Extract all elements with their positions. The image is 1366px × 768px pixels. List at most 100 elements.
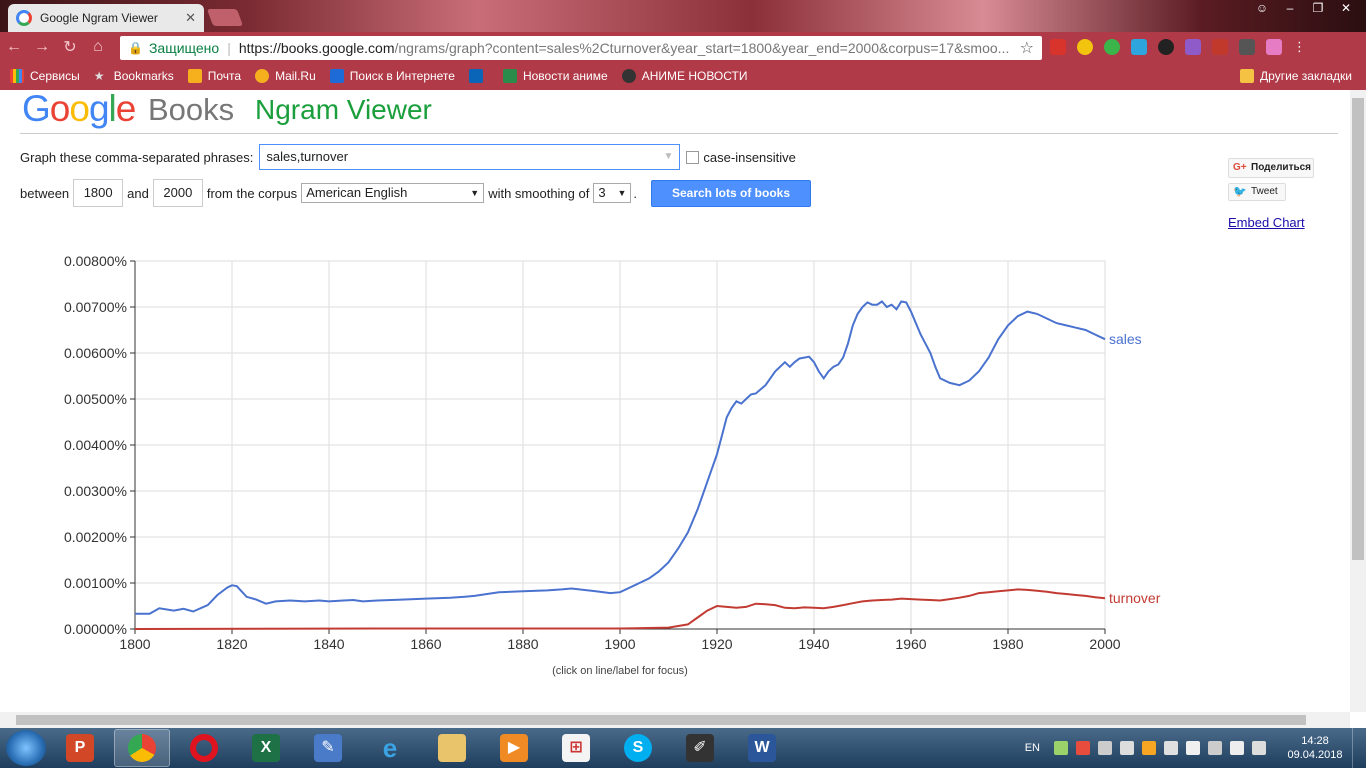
header-divider <box>20 133 1338 134</box>
taskbar-notes[interactable]: ✐ <box>672 729 728 767</box>
network-icon[interactable] <box>1230 741 1244 755</box>
language-indicator[interactable]: EN <box>1024 742 1040 754</box>
taskbar-ie[interactable]: e <box>362 729 418 767</box>
address-bar[interactable]: 🔒 Защищено | https://books.google.com /n… <box>120 36 1042 60</box>
minimize-icon[interactable]: – <box>1286 1 1294 15</box>
google-logo[interactable]: Google <box>22 90 136 130</box>
series-label-sales[interactable]: sales <box>1109 331 1142 347</box>
extension-icon[interactable] <box>1266 39 1282 55</box>
x-tick-label: 1920 <box>701 636 732 652</box>
tray-icon[interactable] <box>1164 741 1178 755</box>
extension-icon[interactable] <box>1050 39 1066 55</box>
extension-icon[interactable] <box>1077 39 1093 55</box>
start-button[interactable] <box>6 730 46 766</box>
taskbar-skype[interactable]: S <box>610 729 666 767</box>
system-tray: EN 14:28 09.04.2018 <box>1025 728 1366 768</box>
chart-grid <box>134 260 1106 630</box>
chart-series: sales turnover <box>134 300 1161 630</box>
new-tab-button[interactable] <box>206 9 244 26</box>
taskbar-chrome[interactable] <box>114 729 170 767</box>
taskbar-calculator[interactable]: ⊞ <box>548 729 604 767</box>
scrollbar-thumb[interactable] <box>1352 98 1364 560</box>
bookmark-star-icon[interactable]: ☆ <box>1019 40 1034 57</box>
other-bookmarks[interactable]: Другие закладки <box>1240 69 1352 83</box>
vertical-scrollbar[interactable] <box>1350 90 1366 712</box>
share-button[interactable]: G+ Поделиться <box>1228 158 1314 178</box>
extension-icon[interactable] <box>1239 39 1255 55</box>
tab-close-icon[interactable]: ✕ <box>185 10 196 25</box>
x-tick-label: 1960 <box>895 636 926 652</box>
taskbar-powerpoint[interactable]: P <box>52 729 108 767</box>
taskbar-explorer[interactable] <box>424 729 480 767</box>
smoothing-select[interactable]: 3 ▼ <box>593 183 632 203</box>
folder-icon <box>438 734 466 762</box>
paint-icon: ✎ <box>314 734 342 762</box>
browser-tab[interactable]: Google Ngram Viewer ✕ <box>8 4 204 32</box>
taskbar-media-player[interactable]: ▶ <box>486 729 542 767</box>
back-icon[interactable]: ← <box>6 38 22 55</box>
tray-icon[interactable] <box>1186 741 1200 755</box>
bookmark-outlook[interactable] <box>468 69 489 83</box>
bookmark-bookmarks[interactable]: ★ Bookmarks <box>94 69 174 83</box>
system-clock[interactable]: 14:28 09.04.2018 <box>1278 734 1352 762</box>
taskbar-word[interactable]: W <box>734 729 790 767</box>
series-label-turnover[interactable]: turnover <box>1109 590 1161 606</box>
phrases-input[interactable]: sales,turnover ▼ <box>259 144 681 170</box>
x-tick-label: 1940 <box>798 636 829 652</box>
extension-icon[interactable] <box>1185 39 1201 55</box>
y-tick-label: 0.00300% <box>64 483 127 499</box>
smoothing-value: 3 <box>598 185 606 200</box>
x-tick-label: 1820 <box>216 636 247 652</box>
lock-icon: 🔒 <box>128 41 143 55</box>
ngram-chart[interactable]: 0.00000% 0.00100% 0.00200% 0.00300% 0.00400%… <box>0 240 1200 690</box>
tray-icon[interactable] <box>1142 741 1156 755</box>
bookmark-anime-news-2[interactable]: АНИМЕ НОВОСТИ <box>621 69 747 83</box>
bookmark-label: Mail.Ru <box>275 69 316 83</box>
year-end-input[interactable]: 2000 <box>152 179 203 207</box>
home-icon[interactable]: ⌂ <box>93 38 103 55</box>
x-tick-label: 1860 <box>410 636 441 652</box>
taskbar-opera[interactable] <box>176 729 232 767</box>
embed-chart-link[interactable]: Embed Chart <box>1228 215 1305 230</box>
y-tick-label: 0.00000% <box>64 621 127 637</box>
menu-icon[interactable]: ⋮ <box>1293 39 1306 54</box>
user-icon[interactable]: ☺ <box>1255 1 1269 15</box>
extension-icon[interactable] <box>1158 39 1174 55</box>
tray-icon[interactable] <box>1054 741 1068 755</box>
bookmark-search[interactable]: Поиск в Интернете <box>329 69 455 83</box>
x-tick-label: 1980 <box>992 636 1023 652</box>
taskbar-excel[interactable]: X <box>238 729 294 767</box>
bookmark-mail[interactable]: Почта <box>187 69 241 83</box>
scrollbar-thumb[interactable] <box>16 715 1306 725</box>
telegram-icon[interactable] <box>1131 39 1147 55</box>
case-insensitive-checkbox[interactable] <box>686 150 700 164</box>
x-tick-label: 2000 <box>1089 636 1120 652</box>
url-path: /ngrams/graph?content=sales%2Cturnover&y… <box>394 40 1010 56</box>
extension-icon[interactable] <box>1104 39 1120 55</box>
tray-icon[interactable] <box>1098 741 1112 755</box>
logo-letter: l <box>108 90 117 129</box>
period: . <box>633 185 637 201</box>
taskbar-app[interactable]: ✎ <box>300 729 356 767</box>
tray-icon[interactable] <box>1076 741 1090 755</box>
volume-icon[interactable] <box>1120 741 1134 755</box>
series-line-turnover[interactable] <box>134 588 1106 630</box>
restore-icon[interactable]: ❐ <box>1312 1 1324 15</box>
series-line-sales[interactable] <box>135 300 1106 615</box>
extension-icon[interactable] <box>1212 39 1228 55</box>
tweet-button[interactable]: 🐦 Tweet <box>1228 183 1286 201</box>
corpus-select[interactable]: American English ▼ <box>301 183 485 203</box>
reload-icon[interactable]: ↻ <box>63 39 77 56</box>
tray-icon[interactable] <box>1208 741 1222 755</box>
bookmark-services[interactable]: Сервисы <box>10 69 80 83</box>
show-desktop-button[interactable] <box>1352 728 1366 768</box>
battery-icon[interactable] <box>1252 741 1266 755</box>
forward-icon[interactable]: → <box>34 38 50 55</box>
google-favicon-icon <box>16 10 32 26</box>
close-window-icon[interactable]: ✕ <box>1340 1 1352 15</box>
year-start-input[interactable]: 1800 <box>73 179 124 207</box>
bookmark-mailru[interactable]: Mail.Ru <box>255 69 316 83</box>
search-button[interactable]: Search lots of books <box>650 179 811 207</box>
horizontal-scrollbar[interactable] <box>0 712 1350 728</box>
bookmark-anime-news[interactable]: Новости аниме <box>502 69 608 83</box>
